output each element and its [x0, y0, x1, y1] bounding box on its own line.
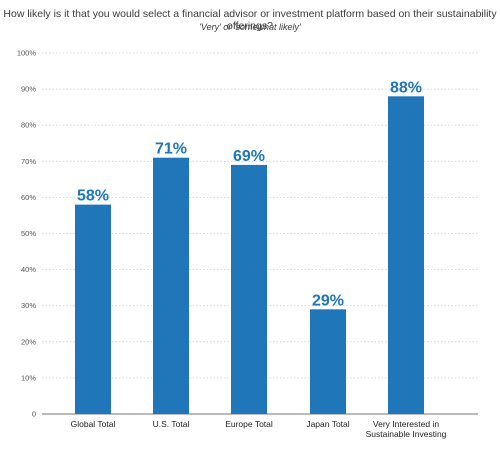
category-label: Europe Total: [225, 419, 273, 429]
y-tick-label: 60%: [21, 193, 36, 202]
bar: [75, 204, 111, 414]
y-tick-label: 80%: [21, 121, 36, 130]
bar: [153, 157, 189, 414]
data-label: 29%: [312, 292, 344, 309]
chart-subtitle: 'Very' or 'somewhat likely': [199, 22, 301, 32]
category-label: Very Interested in: [373, 419, 439, 429]
data-label: 58%: [77, 188, 109, 205]
y-tick-label: 100%: [17, 49, 37, 58]
y-tick-label: 20%: [21, 337, 36, 346]
y-tick-label: 10%: [21, 373, 36, 382]
y-tick-label: 70%: [21, 157, 36, 166]
label-layer: 58% Global Total 71% U.S. Total 69% Europe To…: [71, 79, 447, 439]
data-label: 69%: [233, 148, 265, 165]
y-tick-label: 30%: [21, 301, 36, 310]
data-label: 71%: [155, 141, 187, 158]
data-label: 88%: [390, 79, 422, 96]
chart-title: How likely is it that you would select a…: [3, 8, 497, 32]
bar: [231, 164, 267, 414]
bar: [310, 309, 346, 414]
category-label: U.S. Total: [153, 419, 190, 429]
y-tick-label: 40%: [21, 265, 36, 274]
category-label: Japan Total: [306, 419, 349, 429]
category-label: Sustainable Investing: [366, 429, 447, 439]
y-tick-label: 0: [32, 410, 36, 419]
y-tick-label: 90%: [21, 85, 36, 94]
bar-layer: [75, 96, 424, 414]
y-tick-label: 50%: [21, 229, 36, 238]
category-label: Global Total: [71, 419, 116, 429]
bar: [388, 96, 424, 414]
